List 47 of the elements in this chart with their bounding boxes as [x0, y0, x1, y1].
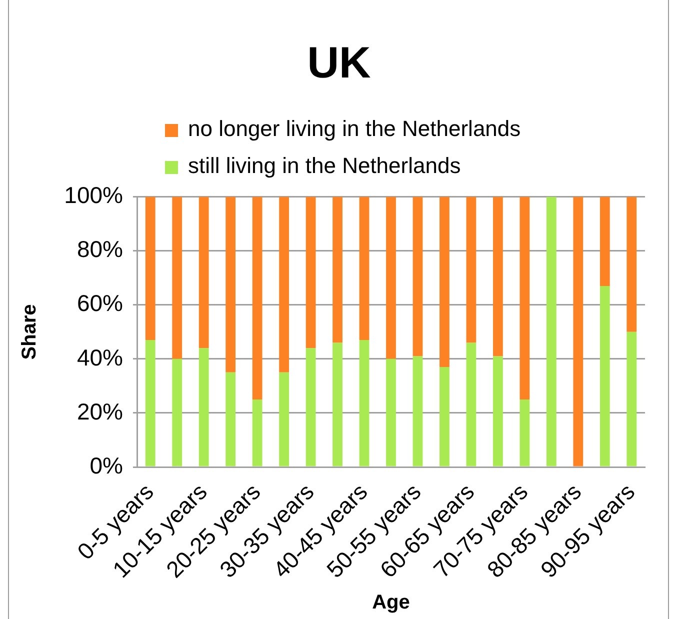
y-axis-title: Share — [18, 304, 41, 360]
bar — [279, 196, 289, 372]
bar — [145, 340, 156, 466]
legend-label: still living in the Netherlands — [188, 153, 461, 178]
bar — [172, 358, 182, 466]
bar — [332, 342, 342, 466]
bar — [493, 196, 503, 356]
bar — [145, 196, 156, 340]
bar — [332, 196, 342, 343]
bar — [226, 196, 236, 372]
bar — [546, 196, 556, 466]
bar — [252, 196, 262, 400]
bar — [600, 286, 610, 466]
bar — [172, 196, 182, 359]
legend-label: no longer living in the Netherlands — [188, 116, 521, 142]
chart-title: UK — [307, 38, 371, 88]
y-tick-label: 0% — [90, 452, 123, 478]
bar — [520, 196, 530, 400]
bar — [466, 196, 476, 343]
y-tick-label: 20% — [76, 398, 123, 424]
bar — [412, 356, 423, 466]
bar — [198, 196, 209, 348]
y-tick-label: 100% — [64, 182, 123, 208]
bar — [493, 356, 503, 466]
bar — [600, 196, 610, 286]
y-tick-label: 40% — [76, 344, 123, 370]
bar — [573, 196, 584, 466]
bar — [226, 372, 236, 466]
bar — [359, 340, 370, 466]
bar — [306, 348, 316, 466]
bar — [386, 196, 396, 359]
bar — [252, 399, 262, 466]
bar — [466, 342, 476, 466]
bar — [359, 196, 370, 340]
bar — [198, 348, 209, 466]
bar — [520, 399, 530, 466]
y-tick-label: 80% — [76, 236, 123, 262]
bar — [386, 358, 396, 466]
bar — [306, 196, 316, 348]
bar — [440, 367, 450, 466]
bar — [626, 196, 637, 332]
bar — [626, 332, 637, 466]
bar — [279, 372, 289, 466]
bar — [440, 196, 450, 368]
bar — [412, 196, 423, 356]
y-tick-label: 60% — [76, 290, 123, 316]
x-axis-title: Age — [372, 592, 410, 614]
